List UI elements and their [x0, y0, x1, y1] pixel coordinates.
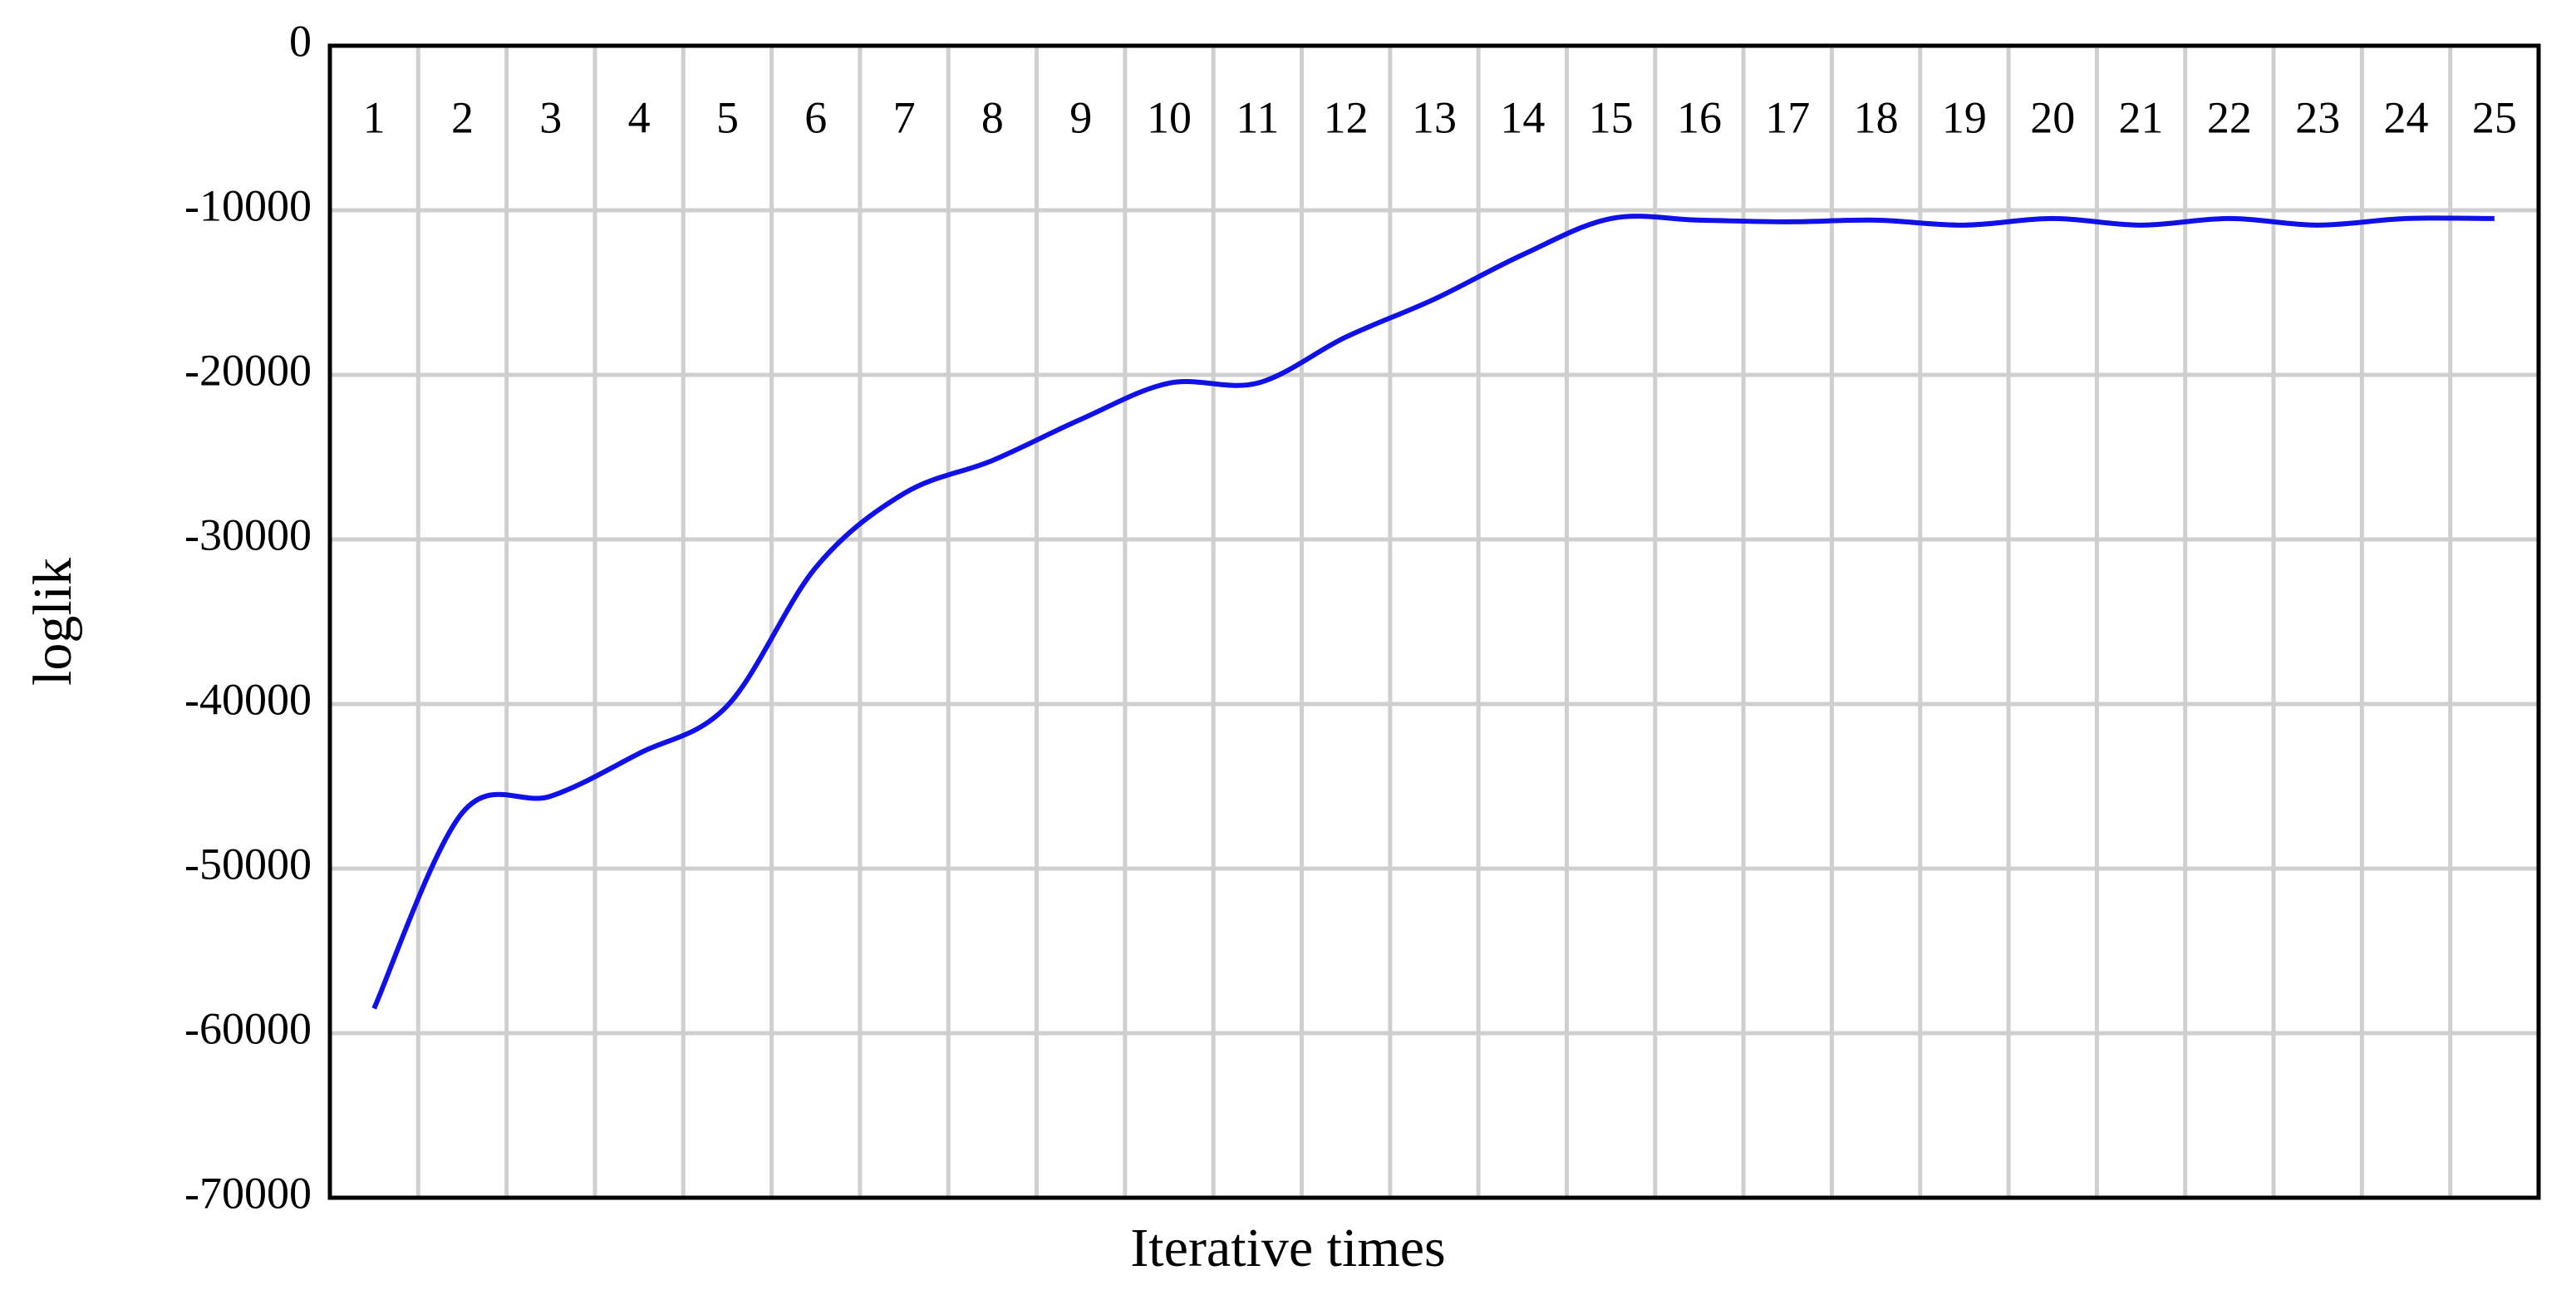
x-tick-label: 5	[716, 92, 739, 142]
x-tick-label: 12	[1324, 92, 1369, 142]
x-tick-label: 8	[981, 92, 1004, 142]
data-line	[371, 214, 2495, 1010]
x-tick-label: 21	[2119, 92, 2164, 142]
plot-area	[371, 214, 2495, 1010]
x-axis-title: Iterative times	[1130, 1218, 1445, 1278]
y-tick-label: -20000	[184, 345, 312, 395]
x-tick-label: 22	[2207, 92, 2252, 142]
x-tick-label: 14	[1500, 92, 1545, 142]
x-tick-label: 3	[539, 92, 562, 142]
grid	[330, 43, 2539, 1200]
x-tick-label: 20	[2030, 92, 2075, 142]
y-tick-label: -70000	[184, 1168, 312, 1218]
y-tick-label: -60000	[184, 1003, 312, 1053]
x-tick-label: 2	[451, 92, 474, 142]
y-tick-label: 0	[289, 16, 312, 66]
x-tick-label: 25	[2472, 92, 2517, 142]
y-tick-label: -40000	[184, 674, 312, 724]
y-tick-label: -10000	[184, 180, 312, 230]
y-tick-label: -50000	[184, 839, 312, 889]
x-tick-label: 10	[1147, 92, 1192, 142]
x-tick-label: 19	[1942, 92, 1987, 142]
x-tick-label: 16	[1677, 92, 1722, 142]
x-tick-label: 1	[363, 92, 386, 142]
x-tick-label: 17	[1765, 92, 1810, 142]
y-tick-label: -30000	[184, 510, 312, 559]
x-tick-label: 15	[1589, 92, 1634, 142]
x-tick-label: 24	[2384, 92, 2429, 142]
x-tick-label: 6	[804, 92, 827, 142]
x-tick-label: 7	[893, 92, 916, 142]
x-tick-label: 13	[1412, 92, 1457, 142]
x-tick-label: 9	[1069, 92, 1092, 142]
y-axis-title: loglik	[22, 558, 83, 686]
x-tick-label: 18	[1854, 92, 1899, 142]
x-tick-label: 23	[2295, 92, 2340, 142]
plot-frame	[327, 43, 2541, 1200]
x-tick-label: 4	[628, 92, 651, 142]
x-tick-label: 11	[1236, 92, 1279, 142]
